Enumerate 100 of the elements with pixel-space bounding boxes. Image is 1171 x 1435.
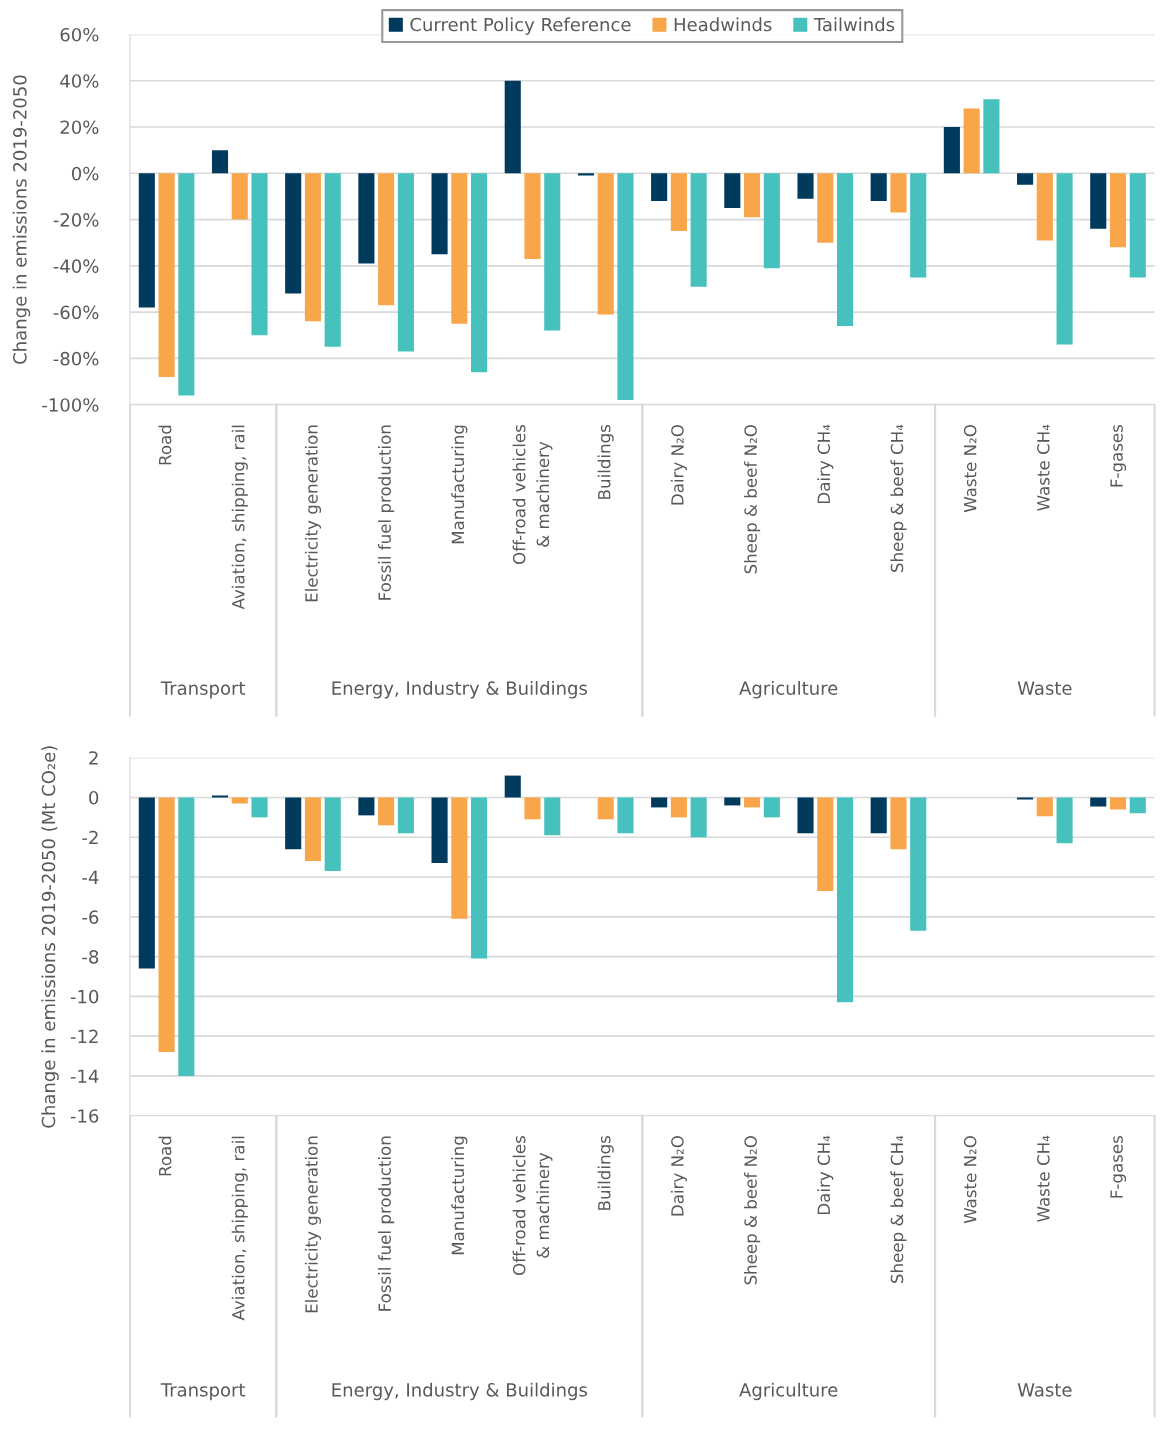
x-tick-label: Waste CH₄ [1037,1135,1050,1222]
y-tick-label: -16 [70,1109,99,1123]
bar [670,797,687,818]
y-tick-label: -20% [53,213,99,227]
bar [231,797,248,804]
bar [231,173,248,220]
y-axis-title: Change in emissions 2019-2050 [12,75,31,364]
bar [285,797,302,850]
bar [797,173,814,199]
bar [431,173,448,255]
y-tick-label: 40% [60,74,99,88]
y-tick-label: -80% [53,351,99,366]
bar [1036,797,1053,817]
text: Transport [160,1383,246,1401]
bar [836,173,854,326]
bar [158,797,175,1053]
bar [211,150,229,174]
bar [178,797,195,1076]
y-tick-label: -8 [82,950,99,964]
y-tick-label: 20% [60,120,99,135]
y-axis-title: Change in emissions 2019-2050 (Mt CO₂e) [41,746,59,1128]
bar [285,173,302,294]
y-tick-label: -10 [70,989,99,1004]
bar [471,173,488,373]
x-tick-label: Off-road vehicles & machinery [512,1135,553,1275]
x-tick-label: Road [158,1136,172,1176]
bar [817,797,834,891]
bar [617,797,634,834]
x-tick-label: Off-road vehicles & machinery [512,424,553,564]
bar [397,173,414,352]
legend-label: Tailwinds [813,17,895,32]
text: Agriculture [739,1382,838,1401]
bar [324,173,341,347]
x-tick-label: Sheep & beef N₂O [744,425,761,574]
bar [324,797,341,872]
legend-label: Headwinds [674,17,772,32]
x-tick-label: Dairy CH₄ [817,1135,834,1215]
x-tick-label: Road [158,425,172,465]
bar [910,173,927,278]
bar [304,797,321,862]
x-tick-label: Dairy CH₄ [817,424,834,504]
bar [724,797,741,806]
bar [158,173,175,377]
x-tick-label: Fossil fuel production [378,425,395,600]
bar [724,173,741,208]
y-tick-label: 2 [89,751,98,765]
bar [1109,173,1127,248]
bar [651,797,668,808]
bar [817,173,834,243]
x-tick-label: Aviation, shipping, rail [231,425,248,610]
bar [577,173,594,176]
x-tick-label: Waste CH₄ [1037,424,1050,511]
y-tick-label: -6 [82,910,99,924]
bar [504,775,521,798]
x-tick-label: Electricity generation [304,1136,322,1313]
x-tick-label: F-gases [1110,1135,1127,1198]
y-tick-label: -40% [53,259,99,273]
bar [983,99,1000,174]
bar [690,797,707,838]
bar [544,797,561,836]
bar [1090,173,1107,229]
x-tick-label: Sheep & beef N₂O [744,1136,761,1285]
y-tick-label: -12 [70,1029,98,1044]
text: Transport [160,681,246,699]
text: Agriculture [739,681,838,699]
x-tick-label: Fossil fuel production [378,1136,395,1311]
bar [1036,173,1053,241]
bar [138,797,155,969]
bar [524,173,541,259]
bar [358,797,375,816]
bar [378,797,395,826]
x-tick-label: Manufacturing [451,1136,468,1255]
bar [597,173,614,315]
bar [1017,173,1034,185]
y-tick-label: -4 [82,870,99,884]
x-tick-label: Waste N₂O [963,425,977,513]
bar [471,797,488,959]
bar [870,173,887,202]
bar [763,797,780,818]
x-tick-label: Waste N₂O [963,1136,977,1224]
x-tick-label: Dairy N₂O [670,425,687,505]
text: Waste [1017,1383,1072,1397]
bar [890,797,907,850]
bar [690,173,707,287]
bar [870,797,887,834]
x-tick-label: F-gases [1110,424,1127,487]
bar [451,797,468,919]
y-tick-label: 0 [89,790,99,805]
bar [378,173,395,306]
x-tick-label: Manufacturing [451,425,468,544]
y-tick-label: 0% [71,166,99,181]
bar [744,797,761,808]
x-tick-label: Aviation, shipping, rail [231,1136,248,1321]
bar [910,797,927,931]
legend-label: Current Policy Reference [410,17,631,35]
bar [397,797,414,834]
y-tick-label: 60% [60,27,99,42]
y-tick-label: -14 [70,1069,99,1083]
text: Waste [1017,681,1072,695]
bar [763,173,780,269]
